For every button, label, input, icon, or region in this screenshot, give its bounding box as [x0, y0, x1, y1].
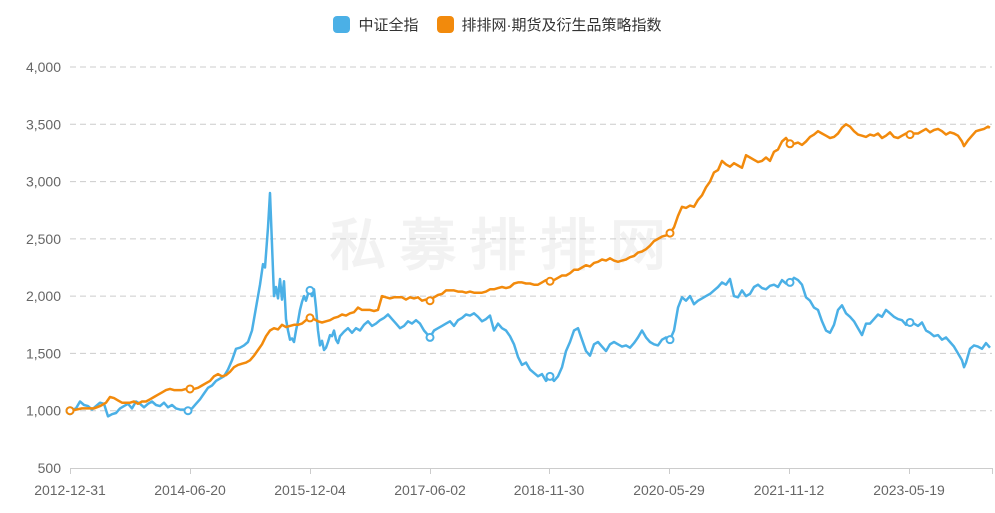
data-point-marker[interactable]	[545, 276, 555, 286]
y-tick-label: 1,000	[26, 403, 61, 419]
data-point-marker[interactable]	[183, 406, 193, 416]
y-tick-label: 2,000	[26, 288, 61, 304]
series-lines	[65, 123, 991, 418]
legend-swatch-blue	[333, 16, 351, 33]
y-tick-label: 3,000	[26, 174, 61, 190]
x-tick-label: 2023-05-19	[873, 482, 945, 498]
series-line-futures-index	[69, 123, 991, 412]
chart-legend: 中证全指 排排网·期货及衍生品策略指数	[0, 14, 995, 35]
data-point-marker[interactable]	[185, 384, 195, 394]
data-point-marker[interactable]	[905, 130, 915, 140]
y-tick-label: 1,500	[26, 345, 61, 361]
y-tick-label: 3,500	[26, 116, 61, 132]
series-line-csi-all-share	[69, 191, 991, 418]
data-point-marker[interactable]	[785, 277, 795, 287]
data-point-marker[interactable]	[425, 296, 435, 306]
legend-item-futures-index[interactable]: 排排网·期货及衍生品策略指数	[436, 14, 662, 35]
data-point-marker[interactable]	[425, 332, 435, 342]
data-point-marker[interactable]	[305, 285, 315, 295]
watermark: 私募排排网	[330, 214, 680, 277]
legend-swatch-orange	[436, 16, 454, 33]
data-point-marker[interactable]	[545, 371, 555, 381]
x-tick-label: 2015-12-04	[274, 482, 346, 498]
x-tick-label: 2021-11-12	[754, 482, 825, 498]
x-tick-label: 2012-12-31	[34, 482, 106, 498]
y-tick-label: 500	[38, 460, 62, 476]
grid-lines	[70, 66, 992, 412]
data-point-marker[interactable]	[665, 335, 675, 345]
x-tick-label: 2018-11-30	[514, 482, 585, 498]
legend-item-csi-all-share[interactable]: 中证全指	[333, 14, 419, 35]
watermark-text: 私募排排网	[330, 214, 680, 277]
y-tick-label: 4,000	[26, 59, 61, 75]
data-point-marker[interactable]	[305, 313, 315, 323]
x-tick-label: 2014-06-20	[154, 482, 226, 498]
x-axis: 2012-12-31 2014-06-20 2015-12-04 2017-06-02…	[34, 468, 993, 498]
legend-label: 排排网·期货及衍生品策略指数	[461, 17, 662, 34]
data-point-marker[interactable]	[905, 317, 915, 327]
data-point-marker[interactable]	[65, 406, 75, 416]
data-point-marker[interactable]	[665, 228, 675, 238]
y-axis: 500 1,000 1,500 2,000 2,500 3,000 3,500 4,000	[26, 59, 61, 476]
legend-label: 中证全指	[358, 17, 419, 34]
x-tick-label: 2020-05-29	[633, 482, 705, 498]
x-tick-label: 2017-06-02	[394, 482, 466, 498]
data-point-marker[interactable]	[785, 139, 795, 149]
y-tick-label: 2,500	[26, 231, 61, 247]
